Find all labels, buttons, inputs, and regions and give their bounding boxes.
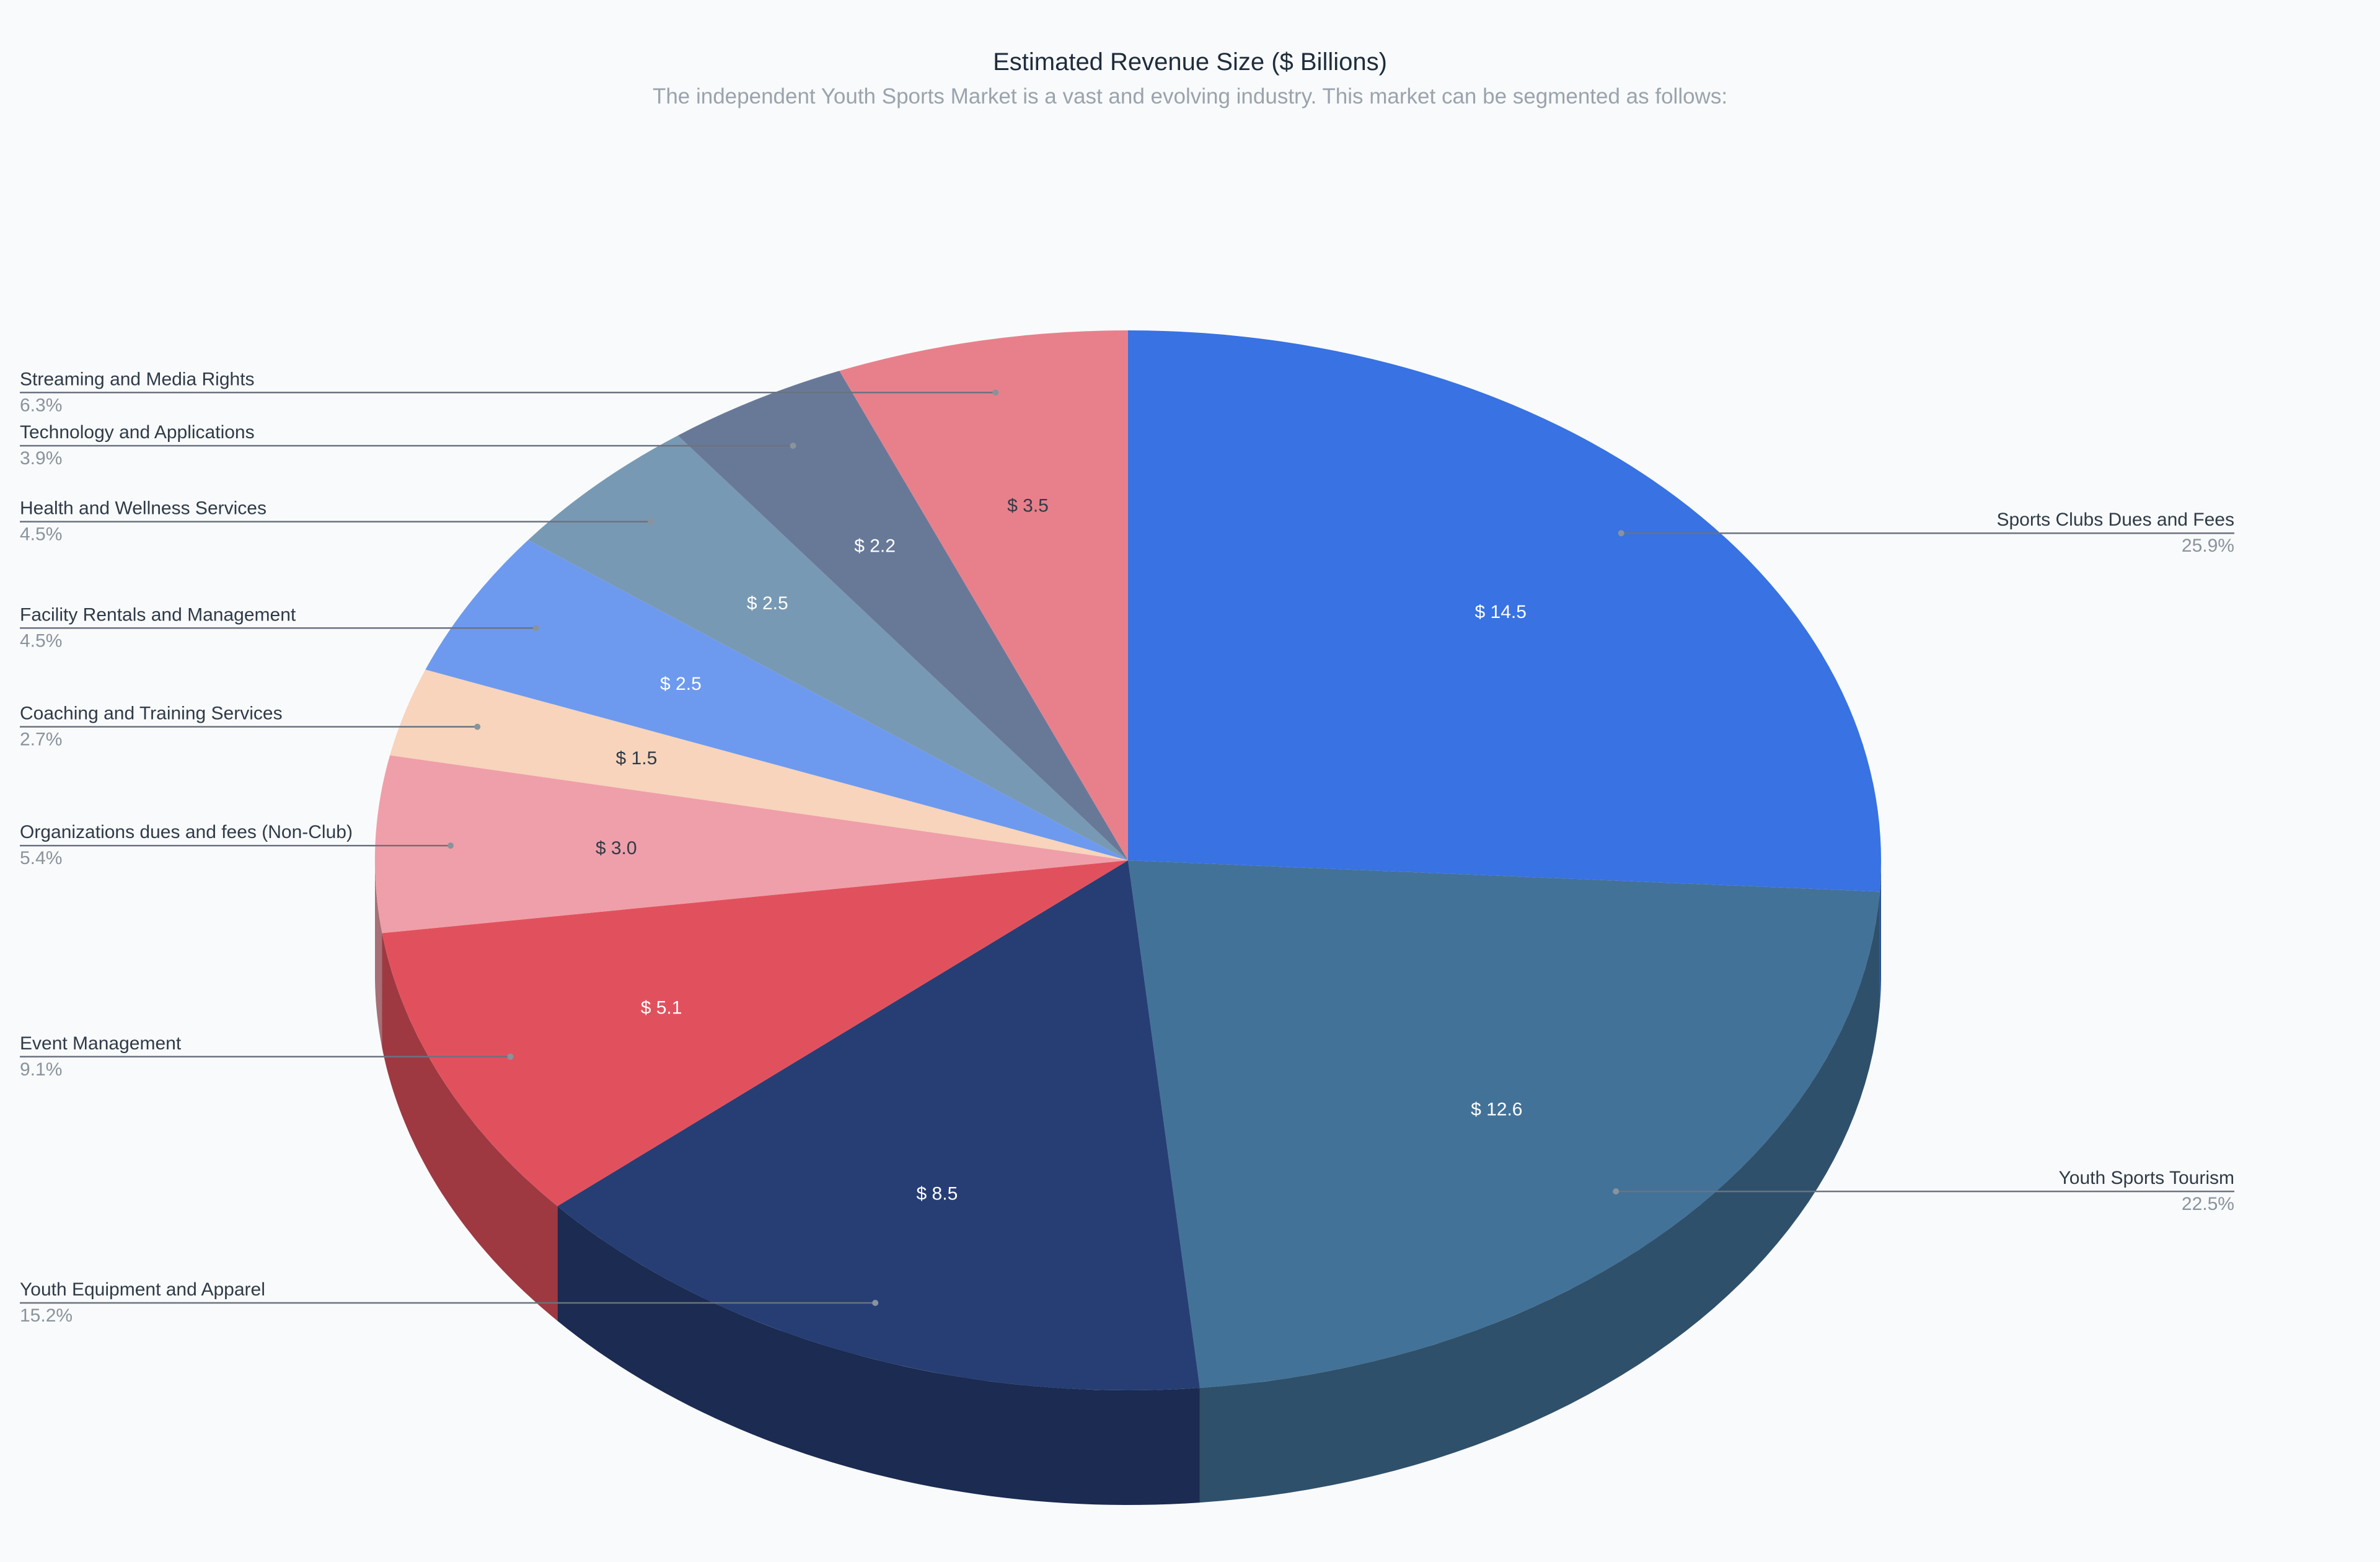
slice-name-label: Organizations dues and fees (Non-Club) xyxy=(20,822,353,842)
slice-percent-label: 15.2% xyxy=(20,1305,73,1326)
pie-slice-coaching-and-training-services[interactable] xyxy=(390,669,1128,860)
slice-name-label: Streaming and Media Rights xyxy=(20,369,255,389)
slice-name-label: Event Management xyxy=(20,1033,182,1054)
slice-name-label: Youth Sports Tourism xyxy=(2059,1168,2235,1188)
slice-name-label: Sports Clubs Dues and Fees xyxy=(1996,510,2234,530)
slice-percent-label: 4.5% xyxy=(20,524,62,545)
slice-percent-label: 3.9% xyxy=(20,448,62,469)
leader-dot xyxy=(1613,1188,1620,1195)
slice-value-label: $ 1.5 xyxy=(616,748,658,769)
pie-slice-sports-clubs-dues-and-fees[interactable] xyxy=(1128,330,1882,892)
leader-dot xyxy=(790,443,796,449)
pie-slice-youth-equipment-and-apparel[interactable] xyxy=(557,860,1200,1390)
leader-dot xyxy=(447,842,454,849)
pie-slice-technology-and-applications[interactable] xyxy=(677,371,1128,860)
slice-value-label: $ 8.5 xyxy=(917,1183,958,1204)
leader-dot xyxy=(474,723,481,730)
pie-side-organizations-dues-and-fees-non-club xyxy=(375,860,382,1048)
pie-side-youth-equipment-and-apparel xyxy=(557,1206,1200,1505)
slice-value-label: $ 3.5 xyxy=(1007,496,1049,516)
leader-dot xyxy=(532,625,539,632)
pie-slice-organizations-dues-and-fees-non-club[interactable] xyxy=(374,755,1128,933)
slice-value-label: $ 2.5 xyxy=(660,674,702,694)
slice-percent-label: 6.3% xyxy=(20,395,62,415)
slice-percent-label: 9.1% xyxy=(20,1059,62,1080)
slice-name-label: Technology and Applications xyxy=(20,422,255,443)
slice-percent-label: 5.4% xyxy=(20,848,62,868)
leader-dot xyxy=(992,389,999,396)
pie-slice-event-management[interactable] xyxy=(382,860,1129,1206)
slice-name-label: Coaching and Training Services xyxy=(20,704,283,724)
slice-name-label: Youth Equipment and Apparel xyxy=(20,1279,265,1300)
leader-dot xyxy=(872,1300,879,1306)
pie-slice-streaming-and-media-rights[interactable] xyxy=(839,330,1128,860)
slice-value-label: $ 2.2 xyxy=(854,536,896,557)
slice-name-label: Health and Wellness Services xyxy=(20,498,267,519)
slice-percent-label: 25.9% xyxy=(2182,536,2234,556)
pie-slice-facility-rentals-and-management[interactable] xyxy=(425,540,1128,860)
slice-percent-label: 4.5% xyxy=(20,630,62,651)
pie-side-youth-sports-tourism xyxy=(1199,891,1880,1503)
chart-title: Estimated Revenue Size ($ Billions) xyxy=(993,48,1387,76)
slice-value-label: $ 12.6 xyxy=(1471,1099,1522,1119)
slice-name-label: Facility Rentals and Management xyxy=(20,604,296,625)
slice-value-label: $ 14.5 xyxy=(1474,602,1526,622)
pie-side-event-management xyxy=(382,933,558,1321)
leader-dot xyxy=(648,518,654,525)
pie-slice-youth-sports-tourism[interactable] xyxy=(1128,860,1880,1388)
slice-percent-label: 22.5% xyxy=(2182,1194,2234,1214)
slice-value-label: $ 5.1 xyxy=(641,997,682,1018)
slice-value-label: $ 3.0 xyxy=(596,838,637,858)
leader-dot xyxy=(1618,530,1624,537)
pie-side-sports-clubs-dues-and-fees xyxy=(1879,860,1881,1007)
slice-percent-label: 2.7% xyxy=(20,730,62,750)
slice-value-label: $ 2.5 xyxy=(747,593,788,614)
chart-subtitle: The independent Youth Sports Market is a… xyxy=(652,84,1728,108)
pie-slice-health-and-wellness-services[interactable] xyxy=(528,435,1128,860)
leader-dot xyxy=(507,1053,514,1060)
